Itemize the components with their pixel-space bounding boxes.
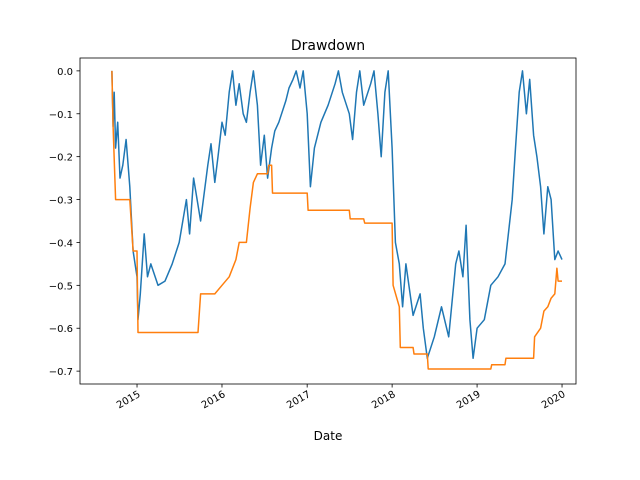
series-line-2 [111,70,562,370]
axes-frame [79,57,577,385]
y-tick-label: −0.6 [49,324,73,335]
x-axis-label: Date [314,429,343,443]
y-tick-label: 0.0 [57,67,73,78]
y-tick-label: −0.1 [49,110,73,121]
y-tick-label: −0.5 [49,281,73,292]
plot-area [111,70,563,370]
y-tick-label: −0.4 [49,238,73,249]
y-tick-label: −0.3 [49,196,73,207]
chart-title: Drawdown [291,38,365,54]
series-line-1 [111,70,563,360]
y-tick-label: −0.7 [49,367,73,378]
y-axis: 0.0 −0.1 −0.2 −0.3 −0.4 −0.5 −0.6 −0.7 [49,67,80,378]
y-tick-label: −0.2 [49,153,73,164]
